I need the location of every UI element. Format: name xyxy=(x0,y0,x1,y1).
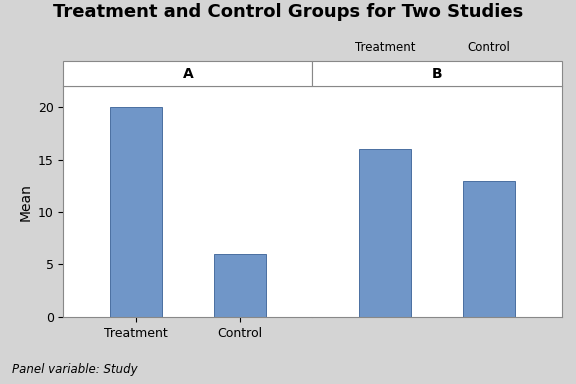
Text: Control: Control xyxy=(468,41,510,54)
Bar xyxy=(214,254,266,317)
Text: B: B xyxy=(432,67,442,81)
Text: Treatment and Control Groups for Two Studies: Treatment and Control Groups for Two Stu… xyxy=(53,3,523,20)
Y-axis label: Mean: Mean xyxy=(18,183,32,220)
Bar xyxy=(463,180,515,317)
Text: Treatment: Treatment xyxy=(355,41,415,54)
Text: Panel variable: Study: Panel variable: Study xyxy=(12,363,137,376)
Text: A: A xyxy=(183,67,194,81)
Bar xyxy=(110,108,162,317)
Bar xyxy=(359,149,411,317)
